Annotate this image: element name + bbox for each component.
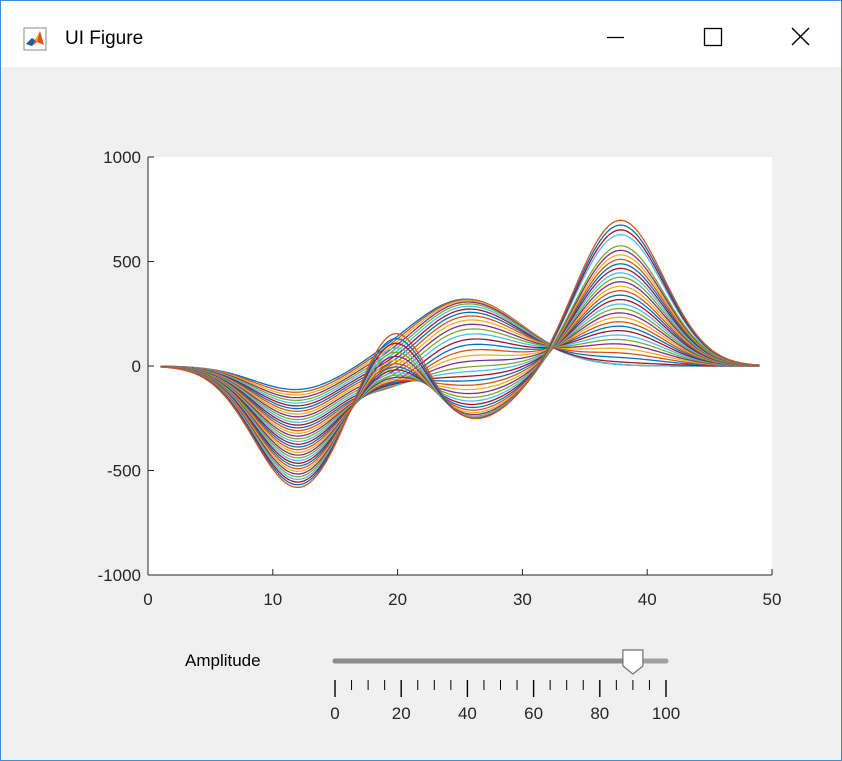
- series-line-7: [160, 308, 760, 407]
- y-tick-label: 1000: [103, 148, 141, 167]
- x-tick-label: 20: [388, 590, 407, 609]
- maximize-icon: [703, 27, 723, 47]
- x-tick-label: 40: [638, 590, 657, 609]
- series-line-16: [160, 321, 760, 432]
- series-line-10: [160, 319, 760, 415]
- series-line-24: [160, 285, 760, 454]
- series-line-18: [160, 312, 760, 437]
- amplitude-label: Amplitude: [185, 651, 261, 670]
- series-line-30: [160, 258, 760, 470]
- axes: -1000 -500 0 500 1000 0 10 20 30 40 50: [98, 148, 782, 609]
- series-line-17: [160, 316, 760, 434]
- slider-tick-label: 60: [524, 704, 543, 723]
- series-line-12: [160, 328, 760, 421]
- series-line-26: [160, 276, 760, 459]
- y-tick-label: -500: [107, 462, 141, 481]
- series-line-27: [160, 272, 760, 462]
- close-icon: [791, 27, 810, 46]
- x-tick-label: 30: [513, 590, 532, 609]
- matlab-logo-icon: [23, 27, 47, 51]
- minimize-button[interactable]: [591, 19, 637, 57]
- slider-tick-label: 80: [590, 704, 609, 723]
- series-line-15: [160, 325, 760, 429]
- series-line-31: [160, 254, 760, 473]
- minimize-icon: [607, 36, 624, 39]
- series-line-19: [160, 307, 760, 440]
- slider-tick-label: 20: [392, 704, 411, 723]
- amplitude-slider[interactable]: 0 20 40 60 80 100: [330, 649, 680, 723]
- series-line-9: [160, 315, 760, 412]
- window-title: UI Figure: [65, 28, 144, 49]
- series-line-21: [160, 298, 760, 445]
- close-button[interactable]: [777, 19, 823, 57]
- maximize-button[interactable]: [689, 19, 735, 57]
- slider-thumb[interactable]: [622, 649, 644, 675]
- slider-tick-label: 40: [458, 704, 477, 723]
- x-tick-label: 10: [263, 590, 282, 609]
- x-tick-label: 0: [143, 590, 152, 609]
- series-line-14: [160, 329, 760, 426]
- series-line-32: [160, 249, 760, 475]
- series-line-8: [160, 311, 760, 410]
- series-line-6: [160, 305, 760, 404]
- series-line-11: [160, 323, 760, 418]
- series-line-25: [160, 281, 760, 456]
- series-line-23: [160, 290, 760, 451]
- y-tick-label: 0: [132, 357, 141, 376]
- series-line-13: [160, 333, 760, 423]
- series-line-28: [160, 267, 760, 464]
- line-series-group: [160, 219, 760, 489]
- series-line-20: [160, 303, 760, 443]
- title-bar[interactable]: UI Figure: [1, 1, 841, 67]
- y-tick-label: 500: [113, 253, 141, 272]
- slider-tick-label: 100: [652, 704, 680, 723]
- slider-tick-label: 0: [330, 704, 339, 723]
- series-line-29: [160, 263, 760, 467]
- series-line-22: [160, 294, 760, 448]
- y-tick-label: -1000: [98, 566, 141, 585]
- series-line-37: [160, 219, 760, 489]
- x-tick-label: 50: [763, 590, 782, 609]
